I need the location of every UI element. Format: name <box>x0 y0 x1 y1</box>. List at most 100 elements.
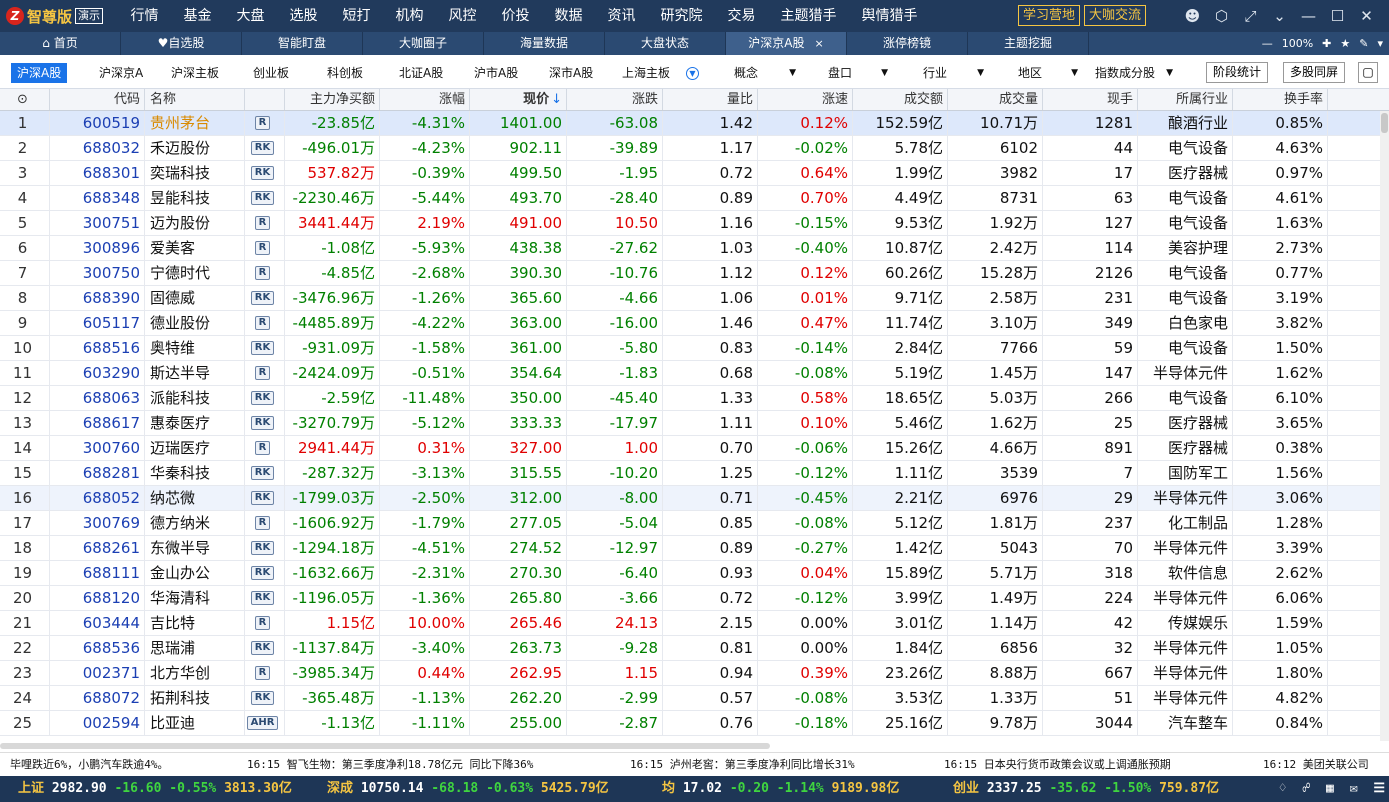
table-row[interactable]: 21 603444 吉比特 R 1.15亿 10.00% 265.46 24.13 2.15 0.… <box>0 611 1389 636</box>
collapse-panel-button[interactable]: ▢ <box>1358 62 1378 83</box>
menu-item-stock-picker[interactable]: 选股 <box>289 8 318 24</box>
header-name[interactable]: 名称 <box>145 89 245 110</box>
filter-sh-sz-bj-a[interactable]: 沪深京A <box>99 66 144 80</box>
col-name[interactable]: 思瑞浦 <box>145 636 245 660</box>
news-item[interactable]: 毕哩跌近6%，小鹏汽车跌逾4%。 <box>10 758 169 771</box>
col-code[interactable]: 605117 <box>50 311 145 335</box>
news-item[interactable]: 16:15 智飞生物：第三季度净利18.78亿元 同比下降36% <box>247 758 534 771</box>
news-item[interactable]: 16:15 日本央行货币政策会议或上调通胀预期 <box>944 758 1171 771</box>
col-code[interactable]: 688516 <box>50 336 145 360</box>
expert-chat-button[interactable]: 大咖交流 <box>1084 5 1147 26</box>
table-row[interactable]: 8 688390 固德威 RK -3476.96万 -1.26% 365.60 -4.66 1.… <box>0 286 1389 311</box>
col-code[interactable]: 603444 <box>50 611 145 635</box>
filter-sh-a[interactable]: 沪市A股 <box>474 66 519 80</box>
menu-item-short-trade[interactable]: 短打 <box>342 8 371 24</box>
table-row[interactable]: 24 688072 拓荆科技 RK -365.48万 -1.13% 262.20 -2.99 0… <box>0 686 1389 711</box>
menu-item-research[interactable]: 研究院 <box>660 8 703 24</box>
header-price[interactable]: 现价 ↓ <box>470 89 567 110</box>
col-code[interactable]: 688348 <box>50 186 145 210</box>
header-code[interactable]: 代码 <box>50 89 145 110</box>
table-row[interactable]: 6 300896 爱美客 R -1.08亿 -5.93% 438.38 -27.62 1.03-… <box>0 236 1389 261</box>
header-change[interactable]: 涨跌 <box>567 89 663 110</box>
header-turnover-rate[interactable]: 换手率 <box>1233 89 1328 110</box>
table-row[interactable]: 22 688536 思瑞浦 RK -1137.84万 -3.40% 263.73 -9.28 0… <box>0 636 1389 661</box>
header-badge[interactable] <box>245 89 285 110</box>
table-row[interactable]: 18 688261 东微半导 RK -1294.18万 -4.51% 274.52 -12.9… <box>0 536 1389 561</box>
tab-theme-mining[interactable]: 主题挖掘 <box>968 32 1089 55</box>
learning-camp-button[interactable]: 学习营地 <box>1018 5 1081 26</box>
col-code[interactable]: 688390 <box>50 286 145 310</box>
col-name[interactable]: 德方纳米 <box>145 511 245 535</box>
tab-market-status[interactable]: 大盘状态 <box>605 32 726 55</box>
app-logo[interactable]: Z 智尊版 演示 <box>0 0 118 32</box>
menu-item-data[interactable]: 数据 <box>554 8 583 24</box>
col-code[interactable]: 600519 <box>50 111 145 135</box>
col-name[interactable]: 拓荆科技 <box>145 686 245 710</box>
col-name[interactable]: 比亚迪 <box>145 711 245 735</box>
col-code[interactable]: 300751 <box>50 211 145 235</box>
index-sh[interactable]: 上证 2982.90 -16.60 -0.55% 3813.30亿 <box>18 776 292 802</box>
table-row[interactable]: 2 688032 禾迈股份 RK -496.01万 -4.23% 902.11 -39.89 1… <box>0 136 1389 161</box>
filter-star-market[interactable]: 科创板 <box>327 66 364 80</box>
header-turnover-amount[interactable]: 成交额 <box>853 89 948 110</box>
col-name[interactable]: 宁德时代 <box>145 261 245 285</box>
header-index[interactable]: ⊙ <box>0 89 50 110</box>
filter-bse[interactable]: 北证A股 <box>399 66 444 80</box>
menu-item-risk[interactable]: 风控 <box>448 8 477 24</box>
table-row[interactable]: 19 688111 金山办公 RK -1632.66万 -2.31% 270.30 -6.40… <box>0 561 1389 586</box>
col-name[interactable]: 金山办公 <box>145 561 245 585</box>
more-icon[interactable]: ▾ <box>1377 37 1383 50</box>
tab-massive-data[interactable]: 海量数据 <box>484 32 605 55</box>
menu-item-quotes[interactable]: 行情 <box>130 8 159 24</box>
col-name[interactable]: 纳芯微 <box>145 486 245 510</box>
multi-stock-button[interactable]: 多股同屏 <box>1283 62 1346 83</box>
table-row[interactable]: 12 688063 派能科技 RK -2.59亿 -11.48% 350.00 -45.40 1… <box>0 386 1389 411</box>
filter-sh-main[interactable]: 上海主板 <box>622 66 671 80</box>
col-name[interactable]: 北方华创 <box>145 661 245 685</box>
news-item[interactable]: 16:12 美团关联公司 <box>1263 758 1369 771</box>
col-code[interactable]: 002594 <box>50 711 145 735</box>
col-code[interactable]: 688063 <box>50 386 145 410</box>
user-icon[interactable]: ☻ <box>1184 7 1201 25</box>
table-row[interactable]: 11 603290 斯达半导 R -2424.09万 -0.51% 354.64 -1.83 0… <box>0 361 1389 386</box>
vertical-scrollbar[interactable] <box>1380 111 1389 741</box>
table-row[interactable]: 25 002594 比亚迪 AHR -1.13亿 -1.11% 255.00 -2.87 0.7… <box>0 711 1389 736</box>
menu-item-institutions[interactable]: 机构 <box>395 8 424 24</box>
minimize-icon[interactable]: — <box>1301 7 1316 25</box>
table-row[interactable]: 5 300751 迈为股份 R 3441.44万 2.19% 491.00 10.50 1.16… <box>0 211 1389 236</box>
bell-icon[interactable]: ♢ <box>1278 781 1287 796</box>
settings-icon[interactable]: ⬡ <box>1214 7 1229 25</box>
filter-sh-sz-a[interactable]: 沪深A股 <box>11 63 68 83</box>
table-row[interactable]: 16 688052 纳芯微 RK -1799.03万 -2.50% 312.00 -8.00 0… <box>0 486 1389 511</box>
grid-icon[interactable]: ▦ <box>1326 781 1334 796</box>
col-name[interactable]: 迈瑞医疗 <box>145 436 245 460</box>
tab-watchlist[interactable]: ♥自选股 <box>121 32 242 55</box>
menu-icon[interactable]: ☰ <box>1373 781 1385 796</box>
table-row[interactable]: 1 600519 贵州茅台 R -23.85亿 -4.31% 1401.00 -63.08 1.… <box>0 111 1389 136</box>
col-name[interactable]: 斯达半导 <box>145 361 245 385</box>
filter-sz-a[interactable]: 深市A股 <box>549 66 594 80</box>
table-row[interactable]: 3 688301 奕瑞科技 RK 537.82万 -0.39% 499.50 -1.95 0.7… <box>0 161 1389 186</box>
table-row[interactable]: 10 688516 奥特维 RK -931.09万 -1.58% 361.00 -5.80 0.… <box>0 336 1389 361</box>
order-book-dropdown[interactable]: 盘口 ▼ <box>828 63 888 83</box>
col-code[interactable]: 300760 <box>50 436 145 460</box>
col-code[interactable]: 688052 <box>50 486 145 510</box>
concept-dropdown[interactable]: 概念 ▼ <box>734 63 796 83</box>
more-boards-dropdown[interactable]: ▼ <box>686 63 699 83</box>
header-speed[interactable]: 涨速 <box>758 89 853 110</box>
col-code[interactable]: 300769 <box>50 511 145 535</box>
zoom-out-icon[interactable]: — <box>1261 37 1273 50</box>
header-last-hand[interactable]: 现手 <box>1043 89 1138 110</box>
col-name[interactable]: 昱能科技 <box>145 186 245 210</box>
shrink-icon[interactable]: ⤢ <box>1244 7 1257 25</box>
filter-chinext[interactable]: 创业板 <box>253 66 290 80</box>
col-code[interactable]: 688120 <box>50 586 145 610</box>
col-name[interactable]: 德业股份 <box>145 311 245 335</box>
col-code[interactable]: 688072 <box>50 686 145 710</box>
maximize-icon[interactable]: ☐ <box>1330 7 1345 25</box>
chat-icon[interactable]: ✉ <box>1349 781 1358 796</box>
col-code[interactable]: 688281 <box>50 461 145 485</box>
tab-close-icon[interactable]: × <box>814 37 824 50</box>
header-change-pct[interactable]: 涨幅 <box>380 89 470 110</box>
col-name[interactable]: 派能科技 <box>145 386 245 410</box>
